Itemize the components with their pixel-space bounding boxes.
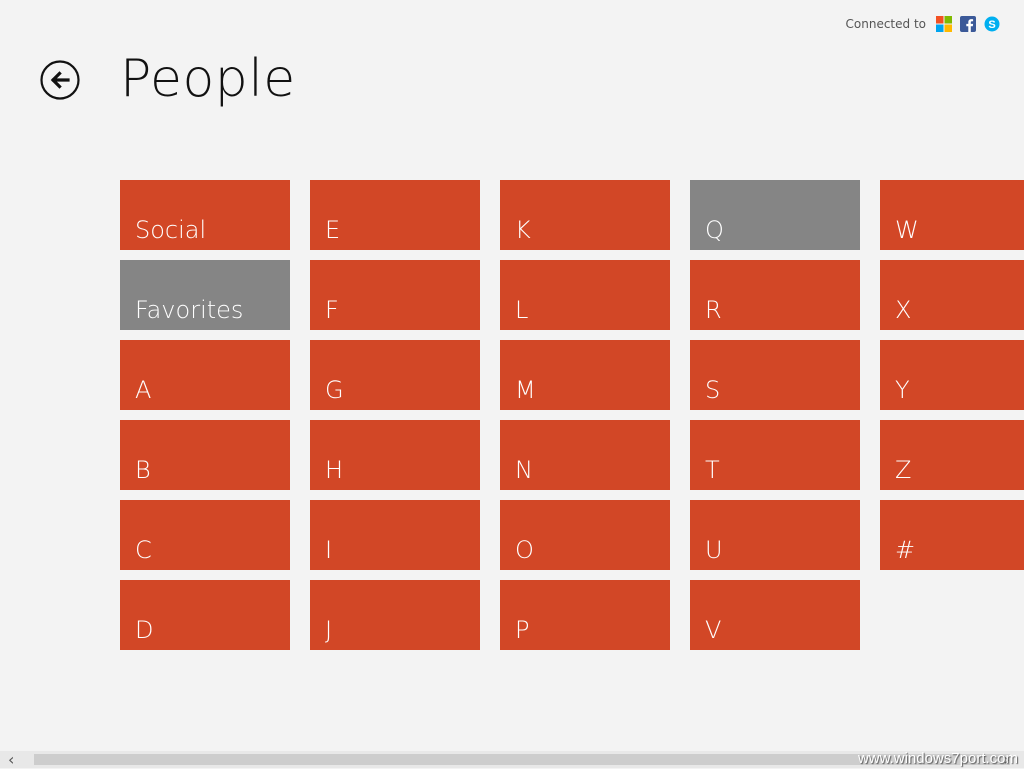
- tile-r[interactable]: R: [690, 260, 860, 330]
- tile-e[interactable]: E: [310, 180, 480, 250]
- tile-label: Social: [135, 216, 207, 244]
- tile-label: P: [515, 616, 530, 644]
- tile-c[interactable]: C: [120, 500, 290, 570]
- tile-f[interactable]: F: [310, 260, 480, 330]
- connected-services: Connected to S: [846, 16, 1000, 32]
- tile-label: C: [135, 536, 152, 564]
- tile-w[interactable]: W: [880, 180, 1024, 250]
- tile-label: W: [895, 216, 919, 244]
- skype-icon[interactable]: S: [984, 16, 1000, 32]
- tile-label: H: [325, 456, 344, 484]
- svg-text:S: S: [988, 19, 995, 31]
- horizontal-scrollbar[interactable]: ‹ ›: [0, 751, 1024, 768]
- tile-favorites[interactable]: Favorites: [120, 260, 290, 330]
- tile-label: Favorites: [135, 296, 244, 324]
- facebook-icon[interactable]: [960, 16, 976, 32]
- watermark: www.windows7port.com: [857, 750, 1018, 767]
- tile-b[interactable]: B: [120, 420, 290, 490]
- tile-label: #: [895, 536, 916, 564]
- tile-k[interactable]: K: [500, 180, 670, 250]
- tile-v[interactable]: V: [690, 580, 860, 650]
- tile-label: F: [325, 296, 339, 324]
- tile-label: Y: [895, 376, 910, 404]
- tile-a[interactable]: A: [120, 340, 290, 410]
- tile-label: D: [135, 616, 154, 644]
- tile-n[interactable]: N: [500, 420, 670, 490]
- tile-label: T: [705, 456, 720, 484]
- connected-label: Connected to: [845, 17, 926, 31]
- back-button[interactable]: [40, 60, 80, 100]
- tile-u[interactable]: U: [690, 500, 860, 570]
- tile-g[interactable]: G: [310, 340, 480, 410]
- tile-label: I: [325, 536, 333, 564]
- scrollbar-thumb[interactable]: [34, 754, 1010, 765]
- tile-m[interactable]: M: [500, 340, 670, 410]
- tile-z[interactable]: Z: [880, 420, 1024, 490]
- tile-label: N: [515, 456, 533, 484]
- tile-d[interactable]: D: [120, 580, 290, 650]
- scroll-right-arrow[interactable]: ›: [1003, 750, 1010, 769]
- tile-t[interactable]: T: [690, 420, 860, 490]
- tile-label: J: [325, 616, 333, 644]
- tile-label: A: [135, 376, 152, 404]
- tile-label: S: [705, 376, 721, 404]
- tile-label: B: [135, 456, 151, 484]
- tile-label: X: [895, 296, 912, 324]
- tile-p[interactable]: P: [500, 580, 670, 650]
- tile-label: R: [705, 296, 722, 324]
- tile-label: K: [515, 216, 531, 244]
- tile-label: Q: [705, 216, 724, 244]
- scroll-left-arrow[interactable]: ‹: [8, 750, 15, 769]
- tile-label: L: [515, 296, 529, 324]
- tile-h[interactable]: H: [310, 420, 480, 490]
- tile-y[interactable]: Y: [880, 340, 1024, 410]
- tile-o[interactable]: O: [500, 500, 670, 570]
- tile-label: U: [705, 536, 723, 564]
- tile-q[interactable]: Q: [690, 180, 860, 250]
- tile-label: O: [515, 536, 534, 564]
- alphabet-grid: Social Favorites A B C D E F G H I J K L M N O P Q R S T U V W X Y…: [120, 180, 1024, 650]
- tile-j[interactable]: J: [310, 580, 480, 650]
- tile-label: V: [705, 616, 722, 644]
- page-title: People: [120, 49, 296, 109]
- tile-label: E: [325, 216, 341, 244]
- tile-i[interactable]: I: [310, 500, 480, 570]
- tile-x[interactable]: X: [880, 260, 1024, 330]
- tile-label: Z: [895, 456, 912, 484]
- tile-social[interactable]: Social: [120, 180, 290, 250]
- tile-label: M: [515, 376, 536, 404]
- tile-label: G: [325, 376, 344, 404]
- tile-hash[interactable]: #: [880, 500, 1024, 570]
- tile-s[interactable]: S: [690, 340, 860, 410]
- tile-l[interactable]: L: [500, 260, 670, 330]
- microsoft-icon[interactable]: [936, 16, 952, 32]
